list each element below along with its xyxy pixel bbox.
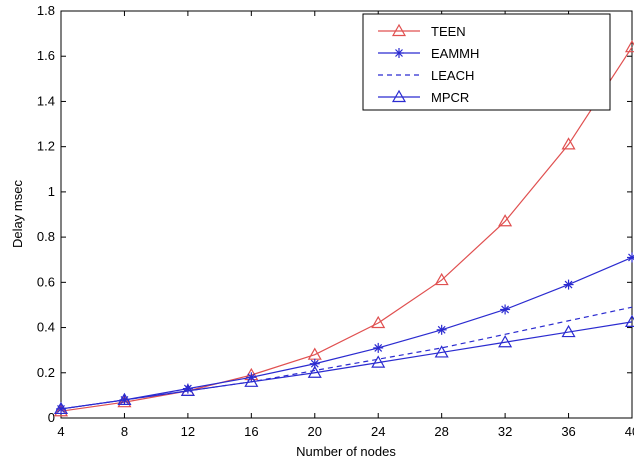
legend-label-teen: TEEN	[431, 24, 466, 39]
x-tick-label: 36	[561, 424, 575, 439]
data-point-teen	[561, 137, 576, 150]
y-tick-label: 0.8	[37, 229, 55, 244]
data-point-teen	[117, 394, 132, 408]
x-tick-label: 28	[434, 424, 448, 439]
y-tick-label: 0.2	[37, 365, 55, 380]
y-tick-label: 0	[48, 410, 55, 425]
data-point-eammh	[436, 324, 447, 335]
legend: TEEN EAMMH LEACH MPCR	[362, 13, 611, 111]
data-point-teen	[371, 315, 386, 329]
y-tick-label: 0.6	[37, 274, 55, 289]
series-line-leach	[60, 306, 633, 410]
y-tick-label: 1.2	[37, 139, 55, 154]
legend-item-teen: TEEN	[378, 23, 466, 39]
series-line-eammh	[60, 256, 633, 410]
x-tick-label: 24	[371, 424, 385, 439]
series-line-teen	[60, 46, 633, 412]
legend-label-mpcr: MPCR	[431, 90, 469, 105]
series-mpcr	[53, 314, 634, 415]
star-stroke	[437, 325, 446, 334]
data-point-mpcr	[307, 365, 322, 378]
star-stroke	[310, 359, 319, 368]
y-tick-label: 1.8	[37, 3, 55, 18]
y-tick-label: 0.4	[37, 320, 55, 335]
data-point-mpcr	[244, 374, 259, 387]
x-tick-label: 20	[308, 424, 322, 439]
data-point-mpcr	[371, 355, 386, 368]
series-layer	[53, 39, 634, 417]
y-axis: 0 0.2 0.4 0.6 0.8 1 1.2 1.4 1.6 1.8	[37, 3, 632, 425]
star-stroke	[628, 254, 634, 262]
legend-label-eammh: EAMMH	[431, 46, 479, 61]
data-point-teen	[498, 214, 513, 227]
y-tick-label: 1.4	[37, 93, 55, 108]
star-stroke	[564, 280, 573, 289]
data-point-teen	[53, 404, 69, 417]
data-point-eammh	[373, 342, 384, 353]
x-axis: 4 8 12 16 20 24 28 32 36 40	[57, 11, 634, 439]
legend-marker-mpcr	[391, 89, 407, 103]
y-tick-label: 1	[48, 184, 55, 199]
data-point-eammh	[627, 252, 634, 263]
x-tick-label: 12	[181, 424, 195, 439]
legend-label-leach: LEACH	[431, 68, 474, 83]
legend-item-leach: LEACH	[378, 68, 474, 83]
x-tick-label: 40	[625, 424, 634, 439]
legend-box	[362, 13, 611, 111]
data-point-mpcr	[180, 383, 195, 396]
data-point-mpcr	[561, 324, 576, 338]
star-stroke	[501, 305, 510, 314]
star-stroke	[395, 49, 403, 57]
series-line-mpcr	[60, 321, 633, 410]
data-point-teen	[624, 39, 634, 53]
legend-marker-eammh	[394, 48, 404, 58]
y-axis-title: Delay msec	[10, 180, 25, 248]
data-point-eammh	[563, 279, 574, 290]
legend-item-eammh: EAMMH	[378, 46, 479, 61]
data-point-mpcr	[53, 401, 69, 415]
data-point-teen	[434, 272, 449, 286]
x-tick-label: 4	[57, 424, 64, 439]
y-tick-label: 1.6	[37, 48, 55, 63]
x-tick-label: 32	[498, 424, 512, 439]
series-leach	[60, 306, 633, 410]
legend-item-mpcr: MPCR	[378, 89, 469, 105]
data-point-mpcr	[434, 345, 449, 358]
data-point-mpcr	[117, 392, 132, 406]
x-tick-label: 8	[121, 424, 128, 439]
data-point-eammh	[500, 304, 511, 315]
x-tick-label: 16	[244, 424, 258, 439]
legend-marker-teen	[391, 23, 407, 37]
x-axis-title: Number of nodes	[296, 444, 396, 459]
data-point-mpcr	[498, 335, 513, 348]
star-stroke	[374, 343, 383, 352]
data-point-mpcr	[624, 314, 634, 328]
